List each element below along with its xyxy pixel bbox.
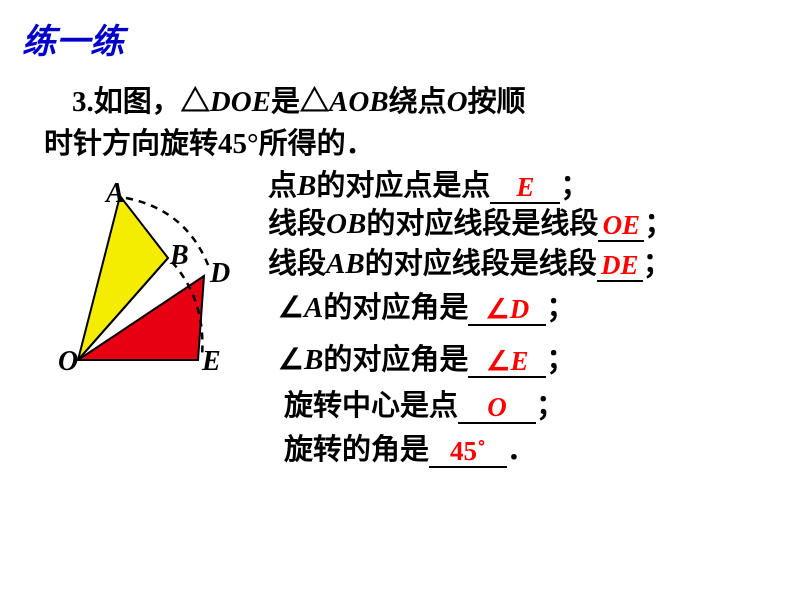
problem-number: 3. xyxy=(72,86,94,118)
question-2: 线段OB的对应线段是线段OE； xyxy=(268,200,673,242)
problem-text-2: 时针方向旋转45°所得的． xyxy=(44,128,375,160)
answer-2: OE xyxy=(603,210,641,240)
q2-var: OB xyxy=(326,208,366,240)
question-5: ∠B的对应角是∠E； xyxy=(278,336,575,378)
q1-var: B xyxy=(297,170,316,202)
answer-6: O xyxy=(487,392,507,422)
problem-line-1: 3.如图，△DOE是△AOB绕点O按顺 xyxy=(72,78,526,120)
question-7: 旋转的角是45˚． xyxy=(284,426,536,468)
section-title: 练一练 xyxy=(22,14,124,63)
slide-page: 练一练 3.如图，△DOE是△AOB绕点O按顺 时针方向旋转45°所得的． A … xyxy=(0,0,794,596)
q4-var: A xyxy=(304,292,323,324)
question-1: 点B的对应点是点E； xyxy=(268,162,589,204)
question-4: ∠A的对应角是∠D； xyxy=(278,284,575,326)
answer-4: ∠D xyxy=(486,294,530,324)
q5-var: B xyxy=(304,344,323,376)
geometry-diagram: A B D O E xyxy=(38,180,268,400)
label-d: D xyxy=(210,258,230,290)
answer-3: DE xyxy=(601,250,639,280)
answer-7: 45˚ xyxy=(450,436,486,466)
answer-1: E xyxy=(516,172,534,202)
answer-5: ∠E xyxy=(486,346,528,376)
question-3: 线段AB的对应线段是线段DE； xyxy=(268,240,672,282)
label-a: A xyxy=(106,178,125,210)
problem-line-2: 时针方向旋转45°所得的． xyxy=(44,120,375,162)
problem-text-1: 如图，△DOE是△AOB绕点O按顺 xyxy=(94,86,526,118)
label-e: E xyxy=(202,346,221,378)
label-b: B xyxy=(170,240,189,272)
question-6: 旋转中心是点O； xyxy=(284,382,565,424)
q3-var: AB xyxy=(326,248,365,280)
label-o: O xyxy=(58,346,78,378)
